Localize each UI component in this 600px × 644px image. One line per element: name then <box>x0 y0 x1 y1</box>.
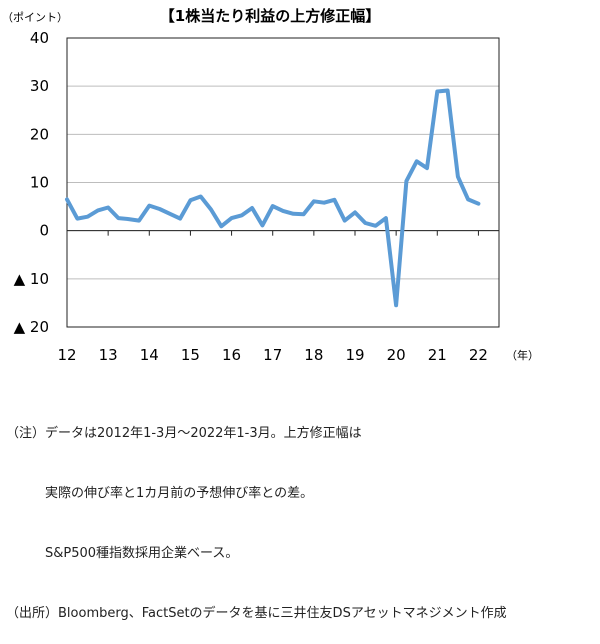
notes: （注）データは2012年1-3月～2022年1-3月。上方修正幅は 実際の伸び率… <box>6 384 507 644</box>
x-tick-label: 19 <box>345 346 364 364</box>
y-tick-label: 0 <box>39 222 49 240</box>
x-tick-label: 13 <box>99 346 118 364</box>
x-tick-marks <box>66 230 479 236</box>
y-tick-label: 40 <box>30 29 49 47</box>
note-line-3: S&P500種指数採用企業ベース。 <box>6 546 239 561</box>
x-tick-label: 16 <box>222 346 241 364</box>
y-axis-unit: （ポイント） <box>2 11 68 24</box>
y-tick-label: 10 <box>30 174 49 192</box>
x-tick-label: 22 <box>469 346 488 364</box>
note-line-2: 実際の伸び率と1カ月前の予想伸び率との差。 <box>6 486 314 501</box>
x-tick-labels: 12 13 14 15 16 17 18 19 20 21 22 <box>57 346 488 364</box>
y-tick-label: 20 <box>30 125 49 143</box>
y-tick-label: 30 <box>30 77 49 95</box>
x-tick-label: 15 <box>181 346 200 364</box>
series-line <box>65 88 481 308</box>
plot-frame <box>66 37 500 328</box>
x-tick-label: 21 <box>428 346 447 364</box>
x-tick-label: 17 <box>263 346 282 364</box>
x-tick-label: 12 <box>57 346 76 364</box>
note-line-4: （出所）Bloomberg、FactSetのデータを基に三井住友DSアセットマネ… <box>6 606 507 621</box>
x-tick-label: 18 <box>304 346 323 364</box>
y-tick-label: ▲ 10 <box>14 270 49 288</box>
x-axis-unit: （年） <box>506 348 539 362</box>
y-tick-labels: 40 30 20 10 0 ▲ 10 ▲ 20 <box>14 29 49 336</box>
x-tick-label: 20 <box>387 346 406 364</box>
x-tick-label: 14 <box>140 346 159 364</box>
chart: 【1株当たり利益の上方修正幅】 （ポイント） 40 30 20 10 0 ▲ 10 ▲ 20… <box>2 7 539 364</box>
y-tick-label: ▲ 20 <box>14 318 49 336</box>
chart-title: 【1株当たり利益の上方修正幅】 <box>160 7 380 25</box>
note-line-1: （注）データは2012年1-3月～2022年1-3月。上方修正幅は <box>6 426 362 441</box>
